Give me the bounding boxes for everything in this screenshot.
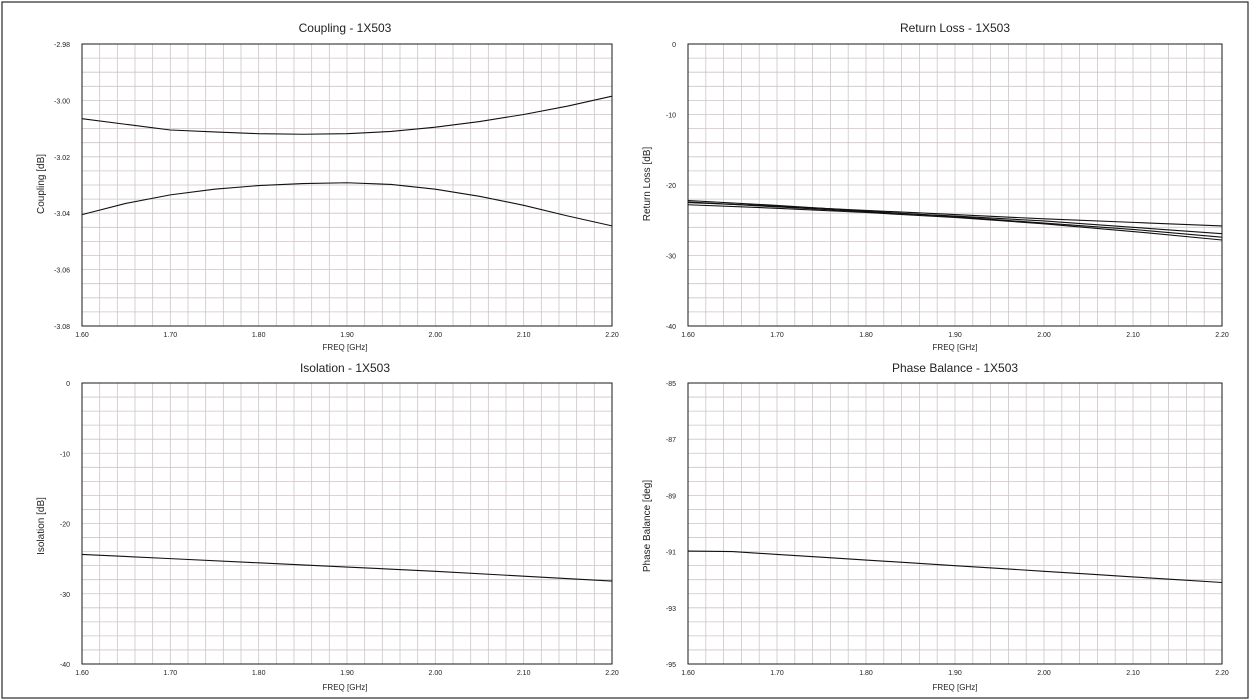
x-tick-label: 1.90 bbox=[340, 332, 354, 339]
x-axis-label: FREQ [GHz] bbox=[933, 683, 978, 692]
x-tick-label: 2.10 bbox=[517, 332, 531, 339]
x-axis-label: FREQ [GHz] bbox=[933, 343, 978, 352]
y-tick-label: -95 bbox=[666, 662, 676, 669]
x-tick-label: 1.90 bbox=[948, 670, 962, 677]
x-tick-label: 1.60 bbox=[681, 332, 695, 339]
y-tick-label: -10 bbox=[666, 113, 676, 120]
y-tick-label: -20 bbox=[60, 522, 70, 529]
y-tick-label: -3.08 bbox=[54, 324, 70, 331]
grid bbox=[82, 383, 612, 664]
series-line bbox=[81, 182, 613, 227]
x-tick-label: 1.80 bbox=[252, 332, 266, 339]
chart-title: Coupling - 1X503 bbox=[299, 21, 392, 35]
y-tick-label: -91 bbox=[666, 550, 676, 557]
y-tick-label: -20 bbox=[666, 183, 676, 190]
x-tick-label: 1.70 bbox=[770, 670, 784, 677]
chart-panel-phase-balance: Phase Balance - 1X503 Phase Balance [deg… bbox=[642, 361, 1229, 692]
x-axis-label: FREQ [GHz] bbox=[323, 683, 368, 692]
chart-title: Return Loss - 1X503 bbox=[900, 21, 1010, 35]
x-tick-label: 2.10 bbox=[1126, 332, 1140, 339]
x-tick-label: 2.20 bbox=[1215, 670, 1229, 677]
chart-panel-return-loss: Return Loss - 1X503 Return Loss [dB] FRE… bbox=[642, 21, 1229, 352]
chart-title: Isolation - 1X503 bbox=[300, 361, 390, 375]
series-line bbox=[687, 199, 1223, 238]
plot-border bbox=[81, 43, 613, 327]
y-tick-label: -30 bbox=[666, 254, 676, 261]
x-tick-label: 2.10 bbox=[1126, 670, 1140, 677]
plot-border bbox=[81, 382, 613, 665]
x-tick-label: 1.80 bbox=[859, 332, 873, 339]
x-tick-label: 1.90 bbox=[948, 332, 962, 339]
x-tick-label: 1.60 bbox=[75, 332, 89, 339]
y-axis-label: Phase Balance [deg] bbox=[642, 480, 653, 573]
y-tick-label: -3.00 bbox=[54, 98, 70, 105]
y-axis-label: Coupling [dB] bbox=[36, 154, 47, 214]
y-tick-label: -85 bbox=[666, 381, 676, 388]
y-axis-label: Isolation [dB] bbox=[36, 497, 47, 555]
x-axis-label: FREQ [GHz] bbox=[323, 343, 368, 352]
x-tick-label: 2.00 bbox=[1037, 670, 1051, 677]
y-tick-label: -2.98 bbox=[54, 42, 70, 49]
chart-panel-coupling: Coupling - 1X503 Coupling [dB] FREQ [GHz… bbox=[36, 21, 619, 352]
x-tick-label: 1.90 bbox=[340, 670, 354, 677]
x-tick-label: 2.20 bbox=[605, 670, 619, 677]
x-tick-label: 1.60 bbox=[75, 670, 89, 677]
x-tick-label: 2.00 bbox=[429, 332, 443, 339]
chart-panel-isolation: Isolation - 1X503 Isolation [dB] FREQ [G… bbox=[36, 361, 619, 692]
series-line bbox=[687, 202, 1223, 227]
y-tick-label: -93 bbox=[666, 606, 676, 613]
grid bbox=[688, 383, 1222, 664]
series-line bbox=[81, 95, 613, 135]
x-tick-label: 1.70 bbox=[164, 670, 178, 677]
x-tick-label: 2.00 bbox=[1037, 332, 1051, 339]
plot-border bbox=[687, 382, 1223, 665]
y-tick-label: -30 bbox=[60, 592, 70, 599]
x-tick-label: 2.20 bbox=[605, 332, 619, 339]
x-tick-label: 1.70 bbox=[770, 332, 784, 339]
y-tick-label: -10 bbox=[60, 451, 70, 458]
y-tick-label: -87 bbox=[666, 437, 676, 444]
x-tick-label: 2.10 bbox=[517, 670, 531, 677]
x-tick-label: 1.80 bbox=[859, 670, 873, 677]
x-tick-label: 2.00 bbox=[429, 670, 443, 677]
grid bbox=[688, 44, 1222, 326]
series-line bbox=[81, 553, 613, 582]
y-tick-label: -40 bbox=[666, 324, 676, 331]
x-tick-label: 1.70 bbox=[164, 332, 178, 339]
y-axis-label: Return Loss [dB] bbox=[642, 147, 653, 222]
y-tick-label: -40 bbox=[60, 662, 70, 669]
plot-border bbox=[687, 43, 1223, 327]
y-tick-label: -89 bbox=[666, 493, 676, 500]
series-line bbox=[687, 550, 1223, 584]
y-tick-label: -3.04 bbox=[54, 211, 70, 218]
x-tick-label: 1.80 bbox=[252, 670, 266, 677]
y-tick-label: -3.02 bbox=[54, 155, 70, 162]
series-line bbox=[687, 201, 1223, 235]
series-line bbox=[687, 204, 1223, 241]
x-tick-label: 1.60 bbox=[681, 670, 695, 677]
x-tick-label: 2.20 bbox=[1215, 332, 1229, 339]
y-tick-label: 0 bbox=[66, 381, 70, 388]
y-tick-label: 0 bbox=[672, 42, 676, 49]
y-tick-label: -3.06 bbox=[54, 268, 70, 275]
grid bbox=[82, 44, 612, 326]
chart-title: Phase Balance - 1X503 bbox=[892, 361, 1018, 375]
